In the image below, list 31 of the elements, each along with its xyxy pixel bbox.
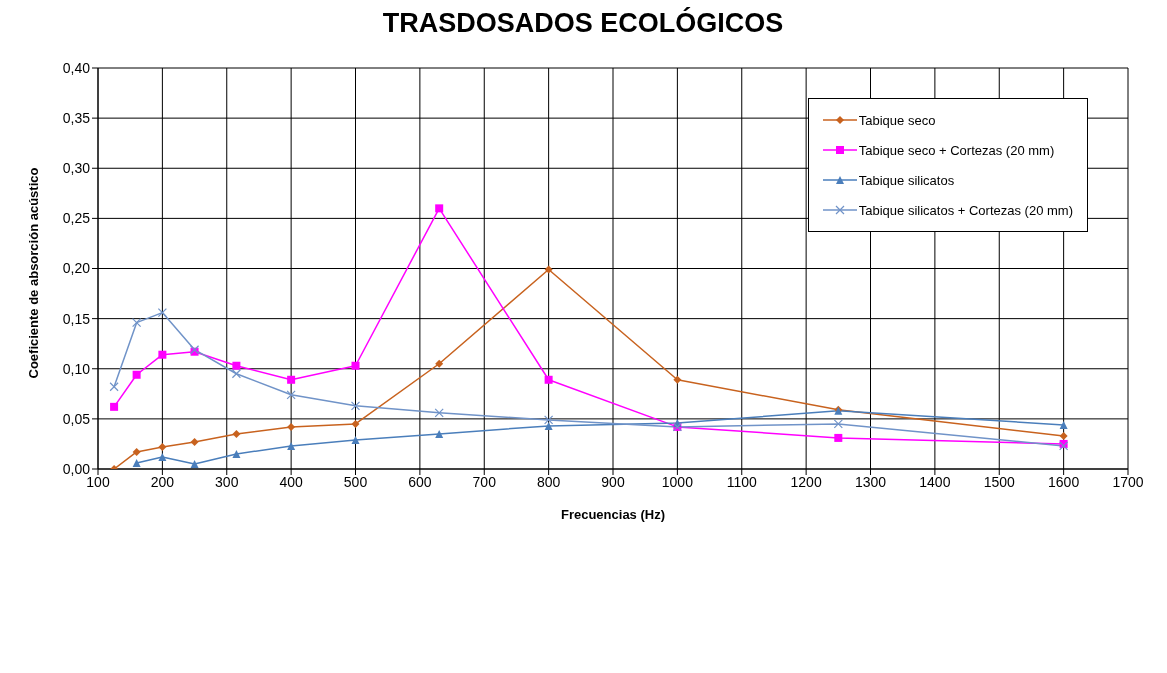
x-tick-label: 900 — [601, 473, 625, 490]
x-tick-label: 700 — [472, 473, 497, 490]
x-tick-label: 1000 — [661, 473, 694, 490]
x-tick-label: 1700 — [1112, 473, 1144, 490]
y-tick-label: 0,35 — [62, 110, 91, 127]
x-axis-title: Frecuencias (Hz) — [560, 507, 666, 522]
x-tick-label: 200 — [150, 473, 175, 490]
x-tick-label: 1100 — [726, 473, 758, 490]
y-tick-label: 0,40 — [62, 59, 91, 76]
x-tick-label: 1400 — [919, 473, 951, 490]
y-tick-label: 0,30 — [62, 160, 91, 177]
x-tick-label: 500 — [343, 473, 368, 490]
x-tick-label: 800 — [536, 473, 561, 490]
legend-label: Tabique seco + Cortezas (20 mm) — [858, 142, 1055, 158]
x-tick-label: 1300 — [854, 473, 887, 490]
legend-label: Tabique silicatos + Cortezas (20 mm) — [858, 202, 1073, 218]
x-tick-label: 1500 — [983, 473, 1016, 490]
legend-label: Tabique silicatos — [858, 172, 955, 188]
x-tick-label: 300 — [215, 473, 239, 490]
x-tick-label: 1200 — [790, 473, 822, 490]
x-tick-label: 600 — [408, 473, 432, 490]
x-tick-label: 400 — [279, 473, 304, 490]
y-tick-label: 0,20 — [62, 260, 91, 277]
x-tick-label: 1600 — [1048, 473, 1080, 490]
y-tick-label: 0,25 — [62, 210, 91, 227]
y-tick-label: 0,05 — [62, 410, 91, 427]
y-axis-title: Coeficiente de absorción acústico — [25, 167, 41, 379]
chart-title: TRASDOSADOS ECOLÓGICOS — [381, 8, 785, 40]
legend-label: Tabique seco — [858, 112, 936, 128]
y-tick-label: 0,10 — [62, 360, 91, 377]
y-tick-label: 0,15 — [62, 310, 91, 327]
